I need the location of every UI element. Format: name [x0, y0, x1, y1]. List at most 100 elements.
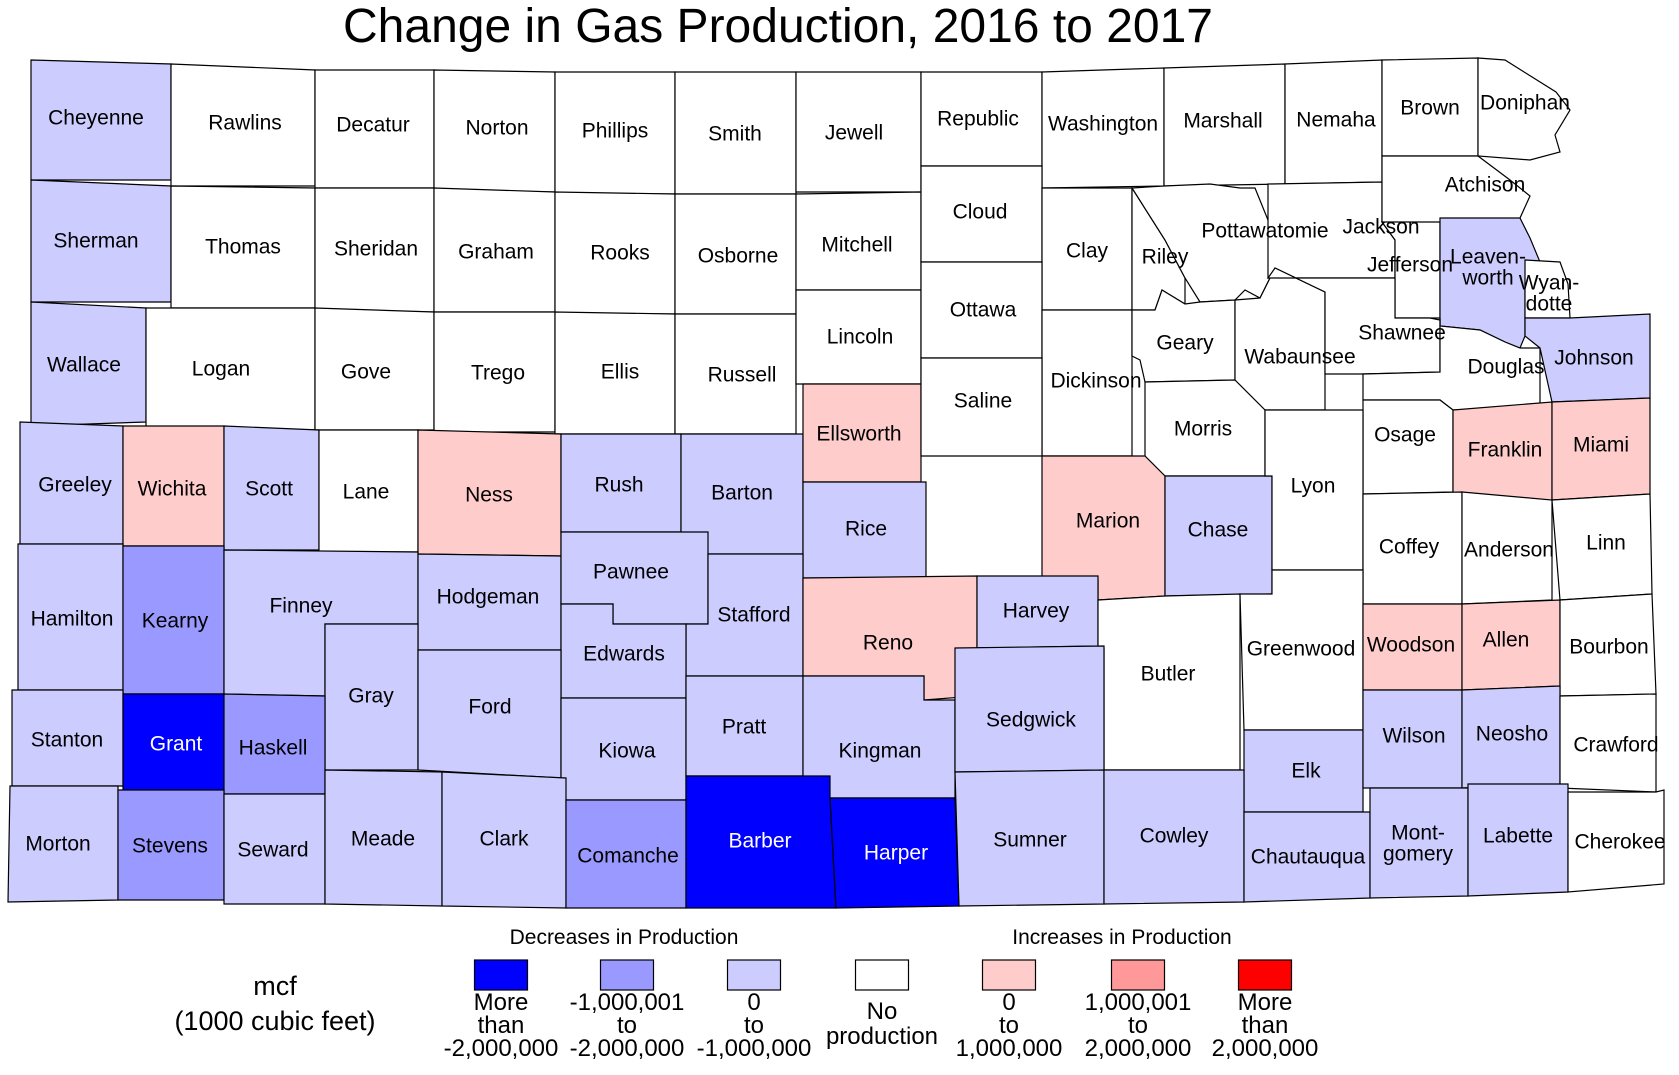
- legend-unit-description: (1000 cubic feet): [174, 1006, 375, 1036]
- county-label-graham: Graham: [458, 241, 534, 264]
- county-label-pottawatomie: Pottawatomie: [1201, 220, 1328, 243]
- county-label-haskell: Haskell: [239, 737, 308, 760]
- county-label-butler: Butler: [1141, 663, 1196, 686]
- county-label-republic: Republic: [937, 108, 1019, 131]
- legend-label-dec-small: -1,000,000: [697, 1035, 812, 1062]
- county-label-thomas: Thomas: [205, 236, 281, 259]
- county-label-douglas: Douglas: [1467, 356, 1544, 379]
- county-label-rice: Rice: [845, 518, 887, 541]
- county-label-jewell: Jewell: [825, 122, 883, 145]
- county-label-smith: Smith: [708, 123, 762, 146]
- county-label-anderson: Anderson: [1464, 539, 1554, 562]
- legend-swatch-none: [854, 959, 910, 991]
- county-label-riley: Riley: [1142, 246, 1189, 269]
- county-label-mitchell: Mitchell: [821, 234, 892, 257]
- county-label-marion: Marion: [1076, 510, 1140, 533]
- legend-label-inc-large: More: [1238, 989, 1293, 1016]
- county-label-pawnee: Pawnee: [593, 561, 669, 584]
- county-label-kingman: Kingman: [839, 740, 922, 763]
- county-label-linn: Linn: [1586, 532, 1626, 555]
- county-label-crawford: Crawford: [1573, 734, 1658, 757]
- county-label-miami: Miami: [1573, 434, 1629, 457]
- legend-label-dec-small: to: [744, 1012, 764, 1039]
- legend-increase-heading: Increases in Production: [1012, 926, 1231, 949]
- county-label-ford: Ford: [468, 696, 511, 719]
- county-label-logan: Logan: [192, 358, 250, 381]
- legend-label-inc-large: than: [1242, 1012, 1289, 1039]
- legend-label-none: No: [867, 998, 898, 1025]
- county-label-barton: Barton: [711, 482, 773, 505]
- county-label-sheridan: Sheridan: [334, 238, 418, 261]
- county-label-decatur: Decatur: [336, 114, 410, 137]
- county-label-cloud: Cloud: [953, 201, 1008, 224]
- county-label-jackson: Jackson: [1342, 216, 1419, 239]
- county-label-franklin: Franklin: [1468, 439, 1543, 462]
- legend-swatch-dec-large: [473, 959, 529, 991]
- legend-label-dec-large: than: [478, 1012, 525, 1039]
- legend-label-dec-small: 0: [747, 989, 760, 1016]
- county-label-scott: Scott: [245, 478, 293, 501]
- county-label-clay: Clay: [1066, 240, 1109, 263]
- county-label-morris: Morris: [1174, 418, 1232, 441]
- county-label-sumner: Sumner: [993, 829, 1067, 852]
- county-label-comanche: Comanche: [577, 845, 679, 868]
- county-label-leavenworth: Leaven-worth: [1450, 245, 1526, 289]
- county-label-ellsworth: Ellsworth: [816, 423, 901, 446]
- county-label-elk: Elk: [1291, 760, 1321, 783]
- county-label-kearny: Kearny: [142, 610, 209, 633]
- county-label-lane: Lane: [343, 481, 390, 504]
- county-label-grant: Grant: [150, 733, 203, 756]
- county-label-cheyenne: Cheyenne: [48, 107, 144, 130]
- county-label-edwards: Edwards: [583, 643, 665, 666]
- map-title: Change in Gas Production, 2016 to 2017: [343, 0, 1213, 53]
- county-label-rawlins: Rawlins: [208, 112, 282, 135]
- county-label-marshall: Marshall: [1183, 110, 1262, 133]
- county-label-allen: Allen: [1483, 629, 1530, 652]
- county-label-sherman: Sherman: [53, 230, 138, 253]
- county-label-clark: Clark: [479, 828, 529, 851]
- legend-label-inc-small: 0: [1002, 989, 1015, 1016]
- county-label-saline: Saline: [954, 390, 1012, 413]
- county-label-kiowa: Kiowa: [598, 740, 656, 763]
- legend-swatch-inc-mid: [1110, 959, 1166, 991]
- county-label-washington: Washington: [1048, 113, 1158, 136]
- legend: Morethan-2,000,000-1,000,001to-2,000,000…: [444, 959, 1318, 1062]
- county-label-woodson: Woodson: [1367, 634, 1455, 657]
- county-label-seward: Seward: [237, 839, 308, 862]
- county-label-finney: Finney: [269, 595, 333, 618]
- county-label-neosho: Neosho: [1476, 723, 1548, 746]
- county-label-dickinson: Dickinson: [1050, 370, 1141, 393]
- legend-label-inc-small: 1,000,000: [956, 1035, 1063, 1062]
- county-labels: Cheyenne Rawlins Decatur Norton Phillips Smit…: [25, 92, 1665, 869]
- county-label-hamilton: Hamilton: [31, 608, 114, 631]
- county-label-ottawa: Ottawa: [950, 299, 1017, 322]
- county-label-pratt: Pratt: [722, 716, 767, 739]
- legend-label-dec-mid: -1,000,001: [570, 989, 685, 1016]
- county-label-doniphan: Doniphan: [1480, 92, 1570, 115]
- county-label-wilson: Wilson: [1382, 725, 1445, 748]
- county-label-osage: Osage: [1374, 424, 1436, 447]
- county-label-trego: Trego: [471, 362, 525, 385]
- counties: [7, 57, 1665, 909]
- county-label-rush: Rush: [594, 474, 643, 497]
- legend-label-dec-large: More: [474, 989, 529, 1016]
- legend-swatch-inc-large: [1237, 959, 1293, 991]
- legend-label-inc-mid: to: [1128, 1012, 1148, 1039]
- county-label-hodgeman: Hodgeman: [437, 586, 540, 609]
- county-label-barber: Barber: [728, 830, 791, 853]
- county-label-labette: Labette: [1483, 825, 1553, 848]
- county-label-reno: Reno: [863, 632, 913, 655]
- legend-unit-label: mcf: [253, 971, 297, 1001]
- county-wyandotte: [1524, 259, 1571, 319]
- legend-decrease-heading: Decreases in Production: [510, 926, 739, 949]
- legend-label-dec-mid: -2,000,000: [570, 1035, 685, 1062]
- county-label-greeley: Greeley: [38, 474, 112, 497]
- county-label-chautauqua: Chautauqua: [1251, 846, 1366, 869]
- legend-swatch-dec-small: [726, 959, 782, 991]
- county-osage: [1362, 399, 1454, 495]
- county-label-phillips: Phillips: [582, 120, 649, 143]
- county-label-cherokee: Cherokee: [1574, 831, 1665, 854]
- county-label-bourbon: Bourbon: [1569, 636, 1648, 659]
- county-label-rooks: Rooks: [590, 242, 650, 265]
